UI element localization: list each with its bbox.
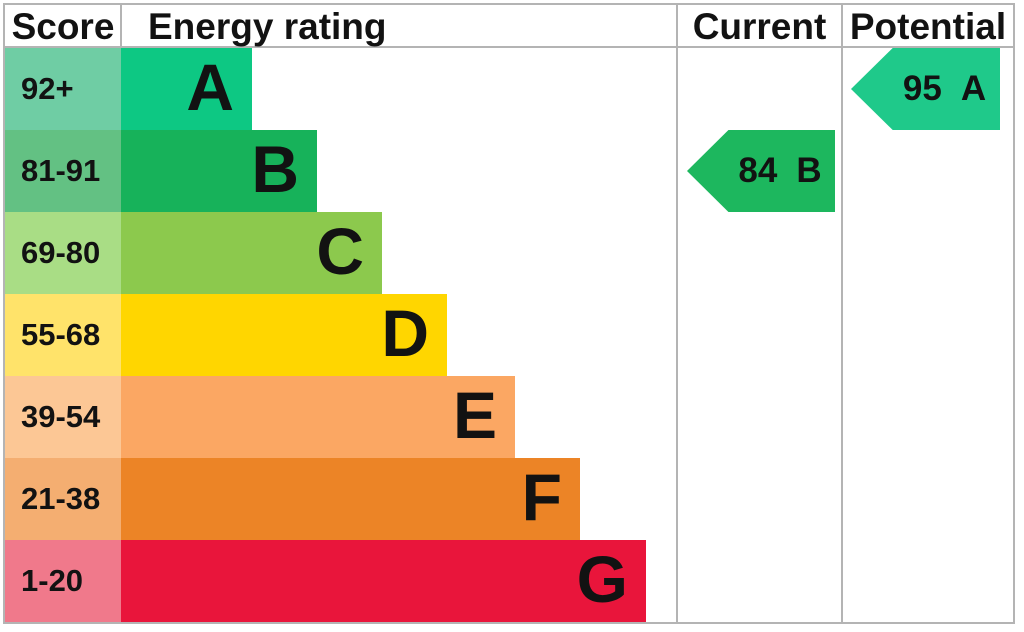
band-bar-a: A bbox=[121, 48, 252, 130]
current-rating-letter: B bbox=[796, 151, 822, 190]
band-row-c: 69-80 C bbox=[5, 212, 1013, 294]
band-letter-f: F bbox=[521, 460, 562, 534]
potential-column-divider bbox=[841, 5, 843, 622]
score-cell-c: 69-80 bbox=[5, 212, 121, 294]
band-bar-g: G bbox=[121, 540, 646, 622]
score-cell-d: 55-68 bbox=[5, 294, 121, 376]
band-bar-e: E bbox=[121, 376, 515, 458]
potential-column-header: Potential bbox=[849, 6, 1007, 47]
band-row-g: 1-20 G bbox=[5, 540, 1013, 622]
band-bar-f: F bbox=[121, 458, 580, 540]
band-letter-g: G bbox=[576, 542, 628, 616]
band-letter-b: B bbox=[251, 132, 299, 206]
potential-rating-letter: A bbox=[960, 69, 987, 108]
band-bar-d: D bbox=[121, 294, 447, 376]
chart-header: Score Energy rating Current Potential bbox=[5, 5, 1013, 48]
band-row-f: 21-38 F bbox=[5, 458, 1013, 540]
band-bar-c: C bbox=[121, 212, 382, 294]
band-row-b: 81-91 B bbox=[5, 130, 1013, 212]
current-column-divider bbox=[676, 5, 678, 622]
potential-rating-value: 95 bbox=[902, 69, 942, 108]
score-column-divider bbox=[120, 5, 122, 48]
band-letter-d: D bbox=[381, 296, 429, 370]
band-letter-a: A bbox=[186, 50, 234, 124]
band-bar-b: B bbox=[121, 130, 317, 212]
current-rating-value: 84 bbox=[738, 151, 778, 190]
score-column-header: Score bbox=[11, 6, 115, 47]
energy-rating-column-header: Energy rating bbox=[148, 6, 387, 47]
band-row-a: 92+ A bbox=[5, 48, 1013, 130]
score-cell-g: 1-20 bbox=[5, 540, 121, 622]
band-letter-c: C bbox=[316, 214, 364, 288]
score-cell-f: 21-38 bbox=[5, 458, 121, 540]
current-column-header: Current bbox=[692, 6, 827, 47]
band-letter-e: E bbox=[452, 378, 497, 452]
score-cell-e: 39-54 bbox=[5, 376, 121, 458]
score-cell-b: 81-91 bbox=[5, 130, 121, 212]
epc-rating-chart: Score Energy rating Current Potential 92… bbox=[3, 3, 1015, 624]
band-row-d: 55-68 D bbox=[5, 294, 1013, 376]
score-cell-a: 92+ bbox=[5, 48, 121, 130]
band-row-e: 39-54 E bbox=[5, 376, 1013, 458]
